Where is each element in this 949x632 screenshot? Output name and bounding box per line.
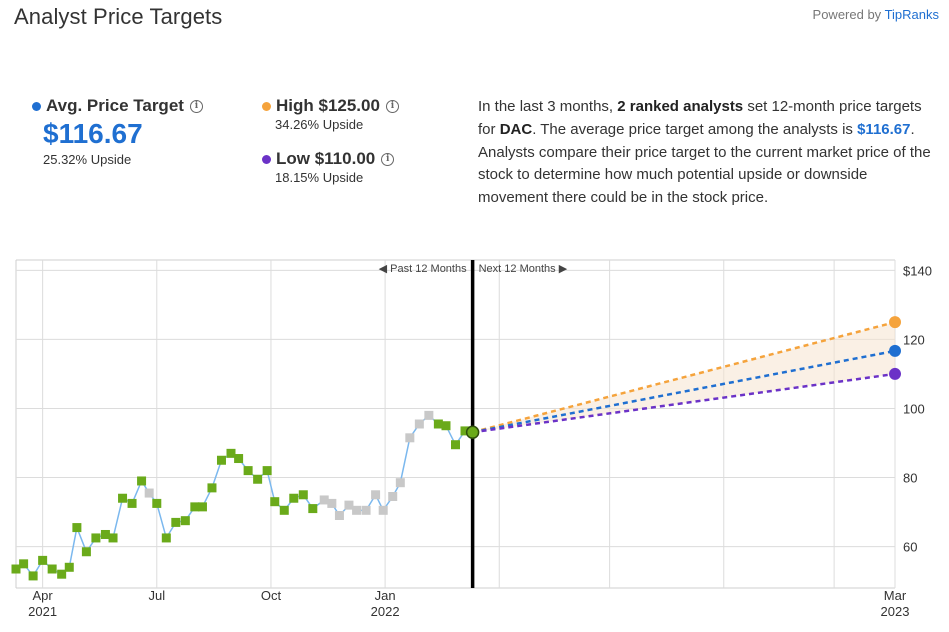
x-tick-label: Jul <box>148 588 165 603</box>
price-point <box>378 505 388 515</box>
price-point <box>298 490 308 500</box>
description: In the last 3 months, 2 ranked analysts … <box>478 98 931 207</box>
avg-value: $116.67 <box>43 118 143 149</box>
price-point <box>352 505 362 515</box>
price-point <box>197 502 207 512</box>
low-target-dot <box>889 367 901 380</box>
current-price-dot <box>465 425 480 440</box>
price-point <box>11 564 21 574</box>
next-12-months-label: Next 12 Months ▶ <box>479 263 568 275</box>
low-label: Low $110.00 <box>276 149 376 168</box>
low-dot-icon <box>262 154 271 164</box>
info-icon[interactable]: i <box>189 99 203 113</box>
price-point <box>441 421 451 431</box>
price-point <box>414 419 424 429</box>
low-target-line <box>472 372 896 434</box>
high-target-dot <box>889 316 901 329</box>
price-point <box>91 533 101 543</box>
price-point <box>171 517 181 527</box>
price-point <box>270 497 280 507</box>
price-point <box>100 529 110 539</box>
price-point <box>344 500 354 510</box>
price-point <box>279 505 289 515</box>
price-point <box>289 493 299 503</box>
price-point <box>216 455 226 465</box>
price-point <box>424 410 434 420</box>
high-label: High $125.00 <box>276 96 380 115</box>
price-point <box>137 476 147 486</box>
price-point <box>64 562 74 572</box>
high-price-target: High $125.00 i 34.26% Upside <box>262 96 399 132</box>
low-price-target: Low $110.00 i 18.15% Upside <box>262 149 395 185</box>
price-point <box>262 466 272 476</box>
price-point <box>334 510 344 520</box>
price-point <box>190 502 200 512</box>
powered-by-prefix: Powered by <box>812 7 885 22</box>
price-point <box>460 426 470 436</box>
tipranks-link[interactable]: TipRanks <box>884 7 939 22</box>
price-point <box>207 483 217 493</box>
price-point <box>72 523 82 533</box>
price-point <box>144 488 154 498</box>
price-point <box>226 448 236 458</box>
y-tick-label: $140 <box>903 263 932 278</box>
past-12-months-label: ◀ Past 12 Months <box>379 263 467 275</box>
price-point <box>388 492 398 502</box>
price-point <box>47 564 57 574</box>
price-point <box>118 493 128 503</box>
price-point <box>433 419 443 429</box>
price-point <box>405 433 415 443</box>
price-point <box>451 440 460 450</box>
y-tick-label: 80 <box>903 471 917 486</box>
price-point <box>19 559 29 569</box>
page-title: Analyst Price Targets <box>14 4 223 29</box>
price-point <box>395 478 405 488</box>
avg-target-dot <box>889 344 901 357</box>
price-point <box>57 569 67 579</box>
y-tick-label: 120 <box>903 332 925 347</box>
price-point <box>180 516 190 526</box>
price-point <box>371 490 381 500</box>
price-point <box>361 505 371 515</box>
y-tick-label: 60 <box>903 540 917 555</box>
price-point <box>38 555 48 565</box>
x-tick-label: Jan <box>375 588 396 603</box>
info-icon[interactable]: i <box>385 99 399 113</box>
price-point <box>81 547 91 557</box>
y-tick-label: 100 <box>903 401 925 416</box>
low-upside: 18.15% Upside <box>275 170 364 185</box>
avg-price-target: Avg. Price Target i $116.67 25.32% Upsid… <box>32 96 203 167</box>
x-tick-year: 2023 <box>881 604 910 619</box>
price-point <box>253 474 263 484</box>
powered-by[interactable]: Powered by TipRanks <box>813 7 939 22</box>
price-point <box>243 466 253 476</box>
x-tick-label: Mar <box>884 588 907 603</box>
avg-dot-icon <box>32 101 41 111</box>
high-target-line <box>472 320 896 434</box>
x-tick-label: Apr <box>33 588 54 603</box>
price-point <box>127 498 137 508</box>
info-icon[interactable]: i <box>381 152 395 166</box>
price-point <box>161 533 171 543</box>
price-point <box>108 533 118 543</box>
high-upside: 34.26% Upside <box>275 117 364 132</box>
price-point <box>234 454 244 464</box>
avg-upside: 25.32% Upside <box>43 152 132 167</box>
price-point <box>308 504 318 514</box>
price-point <box>152 498 162 508</box>
high-dot-icon <box>262 101 271 111</box>
x-tick-label: Oct <box>261 588 282 603</box>
x-tick-year: 2021 <box>28 604 57 619</box>
price-point <box>319 495 329 505</box>
price-point <box>327 498 337 508</box>
price-point <box>28 571 38 581</box>
avg-label: Avg. Price Target <box>46 96 184 115</box>
x-tick-year: 2022 <box>371 604 400 619</box>
